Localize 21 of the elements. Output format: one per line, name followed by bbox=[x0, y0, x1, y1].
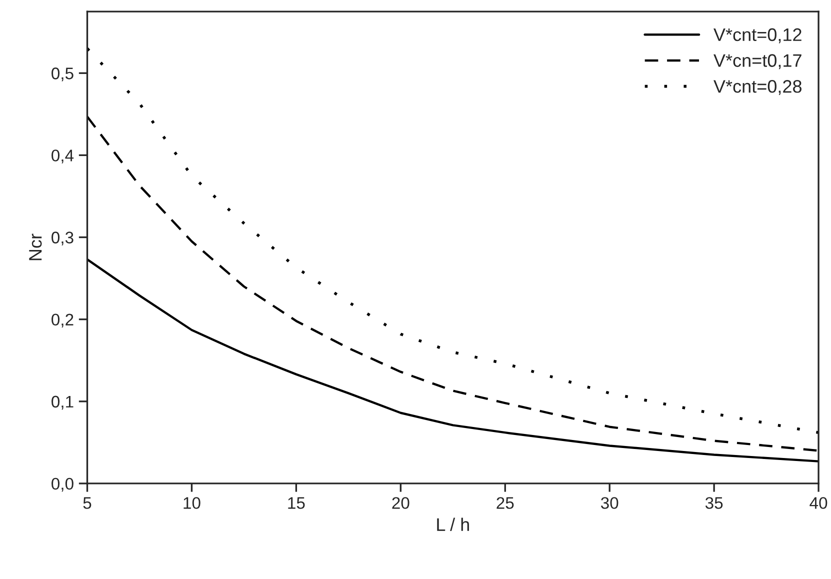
y-tick-label: 0,1 bbox=[52, 396, 74, 410]
x-tick-label: 15 bbox=[288, 497, 305, 509]
x-tick-label: 40 bbox=[810, 497, 828, 509]
x-tick-label: 10 bbox=[184, 497, 200, 509]
x-tick-label: 5 bbox=[83, 497, 92, 509]
line-series bbox=[87, 258, 819, 462]
x-tick-label: 20 bbox=[392, 497, 410, 509]
y-tick-label: 0,3 bbox=[52, 232, 74, 246]
y-tick-label: 0,4 bbox=[52, 150, 74, 164]
legend-label: V*cnt=0,28 bbox=[714, 80, 802, 95]
legend-label: V*cn=t0,17 bbox=[714, 54, 802, 70]
x-axis-title: L / h bbox=[437, 518, 469, 532]
x-tick-label: 30 bbox=[600, 497, 618, 509]
x-tick-label: 35 bbox=[705, 497, 723, 509]
legend-label: V*cnt=0,12 bbox=[714, 28, 802, 44]
y-tick-label: 0,0 bbox=[52, 478, 74, 492]
y-tick-label: 0,2 bbox=[52, 314, 74, 328]
y-axis-title: Ncr bbox=[29, 234, 42, 260]
y-tick-label: 0,5 bbox=[52, 68, 74, 82]
x-tick-label: 25 bbox=[496, 497, 514, 509]
line-series bbox=[87, 116, 819, 452]
